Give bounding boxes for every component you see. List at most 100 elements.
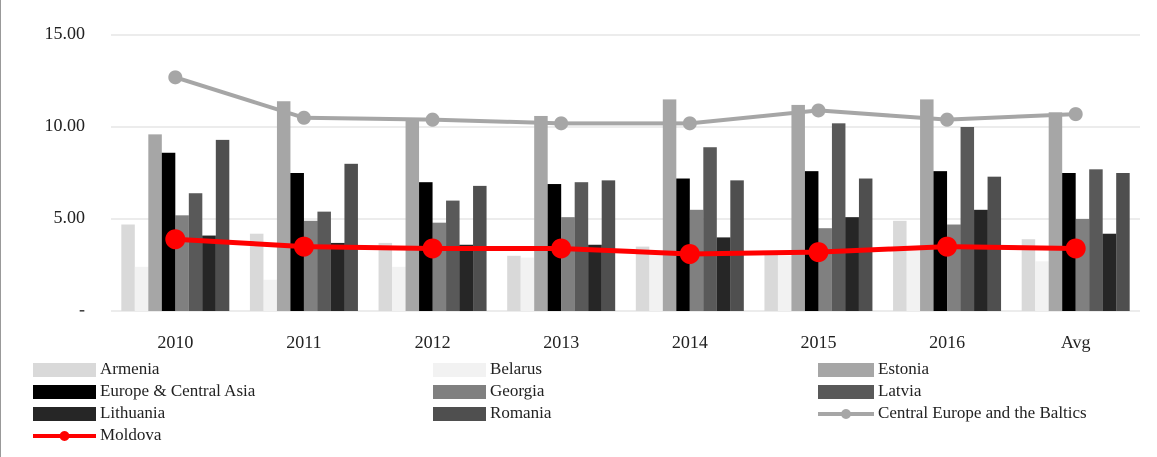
y-tick-label: 10.00 [45, 115, 86, 135]
bar [777, 255, 792, 311]
x-tick-label: 2010 [157, 332, 193, 352]
legend-swatch [33, 363, 96, 377]
line-marker [551, 238, 572, 259]
bar [845, 217, 859, 311]
bar [987, 176, 1002, 311]
legend-label: Belarus [490, 359, 542, 378]
bar [662, 99, 677, 312]
legend-swatch-marker [59, 431, 70, 441]
line-marker [296, 110, 311, 125]
bar [1048, 112, 1063, 311]
line-marker [1068, 107, 1083, 122]
bar [1075, 219, 1090, 311]
legend-label: Moldova [100, 425, 162, 444]
line-marker [422, 238, 443, 259]
x-tick-label: 2011 [286, 332, 321, 352]
line-marker [293, 236, 314, 257]
bar [1021, 239, 1036, 311]
line-marker [425, 112, 440, 127]
bar [730, 180, 744, 311]
x-tick-label: 2016 [929, 332, 965, 352]
bar [574, 182, 589, 311]
y-tick-label: - [79, 299, 85, 319]
line-marker [168, 70, 183, 85]
legend-swatch [818, 363, 874, 377]
line-marker [940, 112, 955, 127]
legend-label: Latvia [878, 381, 922, 400]
bar [317, 211, 331, 311]
legend-label: Europe & Central Asia [100, 381, 256, 400]
bar [446, 200, 460, 311]
bar [249, 233, 264, 311]
bar [791, 104, 805, 311]
bar [378, 242, 393, 311]
bar [276, 101, 291, 312]
legend-label: Central Europe and the Baltics [878, 403, 1087, 422]
bar [920, 99, 934, 312]
legend-swatch-marker [841, 409, 851, 419]
bar [1116, 173, 1130, 311]
bar [906, 250, 921, 311]
bar [764, 252, 778, 311]
legend-swatch [818, 385, 874, 399]
y-tick-label: 15.00 [45, 23, 86, 43]
legend-swatch [433, 385, 486, 399]
bar [392, 266, 406, 311]
bar [432, 222, 447, 311]
legend-label: Estonia [878, 359, 929, 378]
bar [960, 127, 975, 311]
line-marker [808, 242, 829, 263]
bar [148, 134, 162, 311]
legend-label: Lithuania [100, 403, 166, 422]
bar [215, 139, 230, 311]
line-marker [679, 243, 700, 264]
bar [344, 163, 358, 311]
line-marker [554, 116, 569, 131]
bar [121, 224, 135, 311]
x-tick-label: 2015 [800, 332, 836, 352]
x-tick-label: 2013 [543, 332, 579, 352]
bar [134, 266, 149, 311]
bar [588, 244, 602, 311]
y-tick-label: 5.00 [54, 207, 86, 227]
legend-swatch [433, 363, 486, 377]
legend-swatch [33, 385, 96, 399]
line-marker [1065, 238, 1086, 259]
line [174, 75, 1076, 126]
bar [974, 209, 988, 311]
bar [330, 242, 345, 311]
bar [188, 193, 203, 311]
bar [1102, 233, 1117, 311]
line [175, 236, 1076, 257]
line-marker [682, 116, 697, 131]
bar [263, 279, 277, 311]
bar [459, 244, 474, 311]
bar [520, 257, 535, 311]
bar [858, 178, 873, 311]
legend-swatch [433, 407, 486, 421]
x-tick-label: Avg [1061, 332, 1091, 352]
bar [703, 147, 717, 311]
line-marker [811, 103, 826, 118]
bar [893, 220, 907, 311]
legend-label: Georgia [490, 381, 545, 400]
line-marker [937, 236, 958, 257]
bar [716, 237, 731, 311]
x-tick-label: 2012 [415, 332, 451, 352]
bar [405, 119, 420, 311]
bar [676, 178, 690, 311]
bar [635, 246, 650, 311]
bar [649, 252, 663, 311]
bar [1089, 169, 1103, 311]
bar [818, 228, 832, 311]
bar [1035, 261, 1049, 311]
legend-label: Romania [490, 403, 552, 422]
x-tick-label: 2014 [672, 332, 708, 352]
bar [561, 217, 575, 311]
line-marker [165, 229, 186, 250]
legend-swatch [33, 407, 96, 421]
bar [303, 220, 318, 311]
bar [507, 255, 521, 311]
bar [534, 115, 548, 312]
